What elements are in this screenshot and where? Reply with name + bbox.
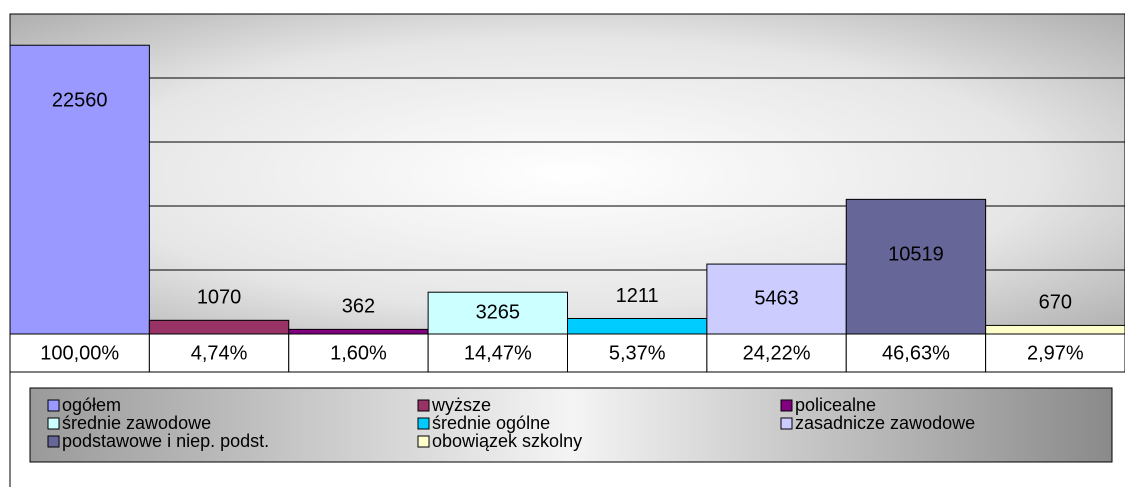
bar — [148, 319, 290, 335]
share-label: 24,22% — [743, 342, 811, 364]
legend-swatch — [47, 435, 60, 448]
bar — [845, 198, 987, 335]
legend-swatch — [417, 435, 430, 448]
share-label: 5,37% — [609, 342, 666, 364]
share-label: 1,60% — [330, 342, 387, 364]
bar — [9, 44, 150, 335]
data-label: 3265 — [476, 301, 521, 323]
share-label: 2,97% — [1027, 342, 1084, 364]
legend-label: zasadnicze zawodowe — [795, 413, 975, 433]
legend-label: policealne — [795, 395, 876, 415]
legend-swatch — [417, 417, 430, 430]
legend-label: ogółem — [62, 395, 121, 415]
table-cell — [845, 333, 987, 373]
bar — [288, 328, 429, 335]
data-label: 22560 — [52, 90, 108, 112]
share-label: 14,47% — [464, 342, 532, 364]
bar — [706, 263, 847, 335]
legend-label: średnie ogólne — [432, 413, 550, 433]
data-label: 5463 — [754, 287, 799, 309]
bar — [567, 317, 708, 335]
legend-label: podstawowe i niep. podst. — [62, 431, 269, 451]
bar — [427, 291, 568, 335]
legend-box — [29, 387, 1113, 463]
legend-label: wyższe — [431, 395, 491, 415]
bar — [985, 324, 1125, 335]
data-label: 10519 — [888, 244, 944, 266]
legend-swatch — [780, 399, 793, 412]
legend-swatch — [780, 417, 793, 430]
legend-label: obowiązek szkolny — [432, 431, 582, 451]
data-label: 1070 — [197, 287, 242, 309]
data-label: 670 — [1039, 292, 1072, 314]
legend-label: średnie zawodowe — [62, 413, 211, 433]
share-label: 46,63% — [882, 342, 950, 364]
legend-swatch — [47, 417, 60, 430]
data-label: 1211 — [616, 285, 659, 307]
share-label: 100,00% — [40, 342, 119, 364]
table-cell — [148, 333, 290, 373]
table-cell — [985, 333, 1125, 373]
data-label: 362 — [342, 296, 375, 318]
legend-swatch — [417, 399, 430, 412]
table-cell — [706, 333, 847, 373]
share-label: 4,74% — [191, 342, 248, 364]
table-cell — [427, 333, 568, 373]
legend-swatch — [47, 399, 60, 412]
table-cell — [288, 333, 429, 373]
